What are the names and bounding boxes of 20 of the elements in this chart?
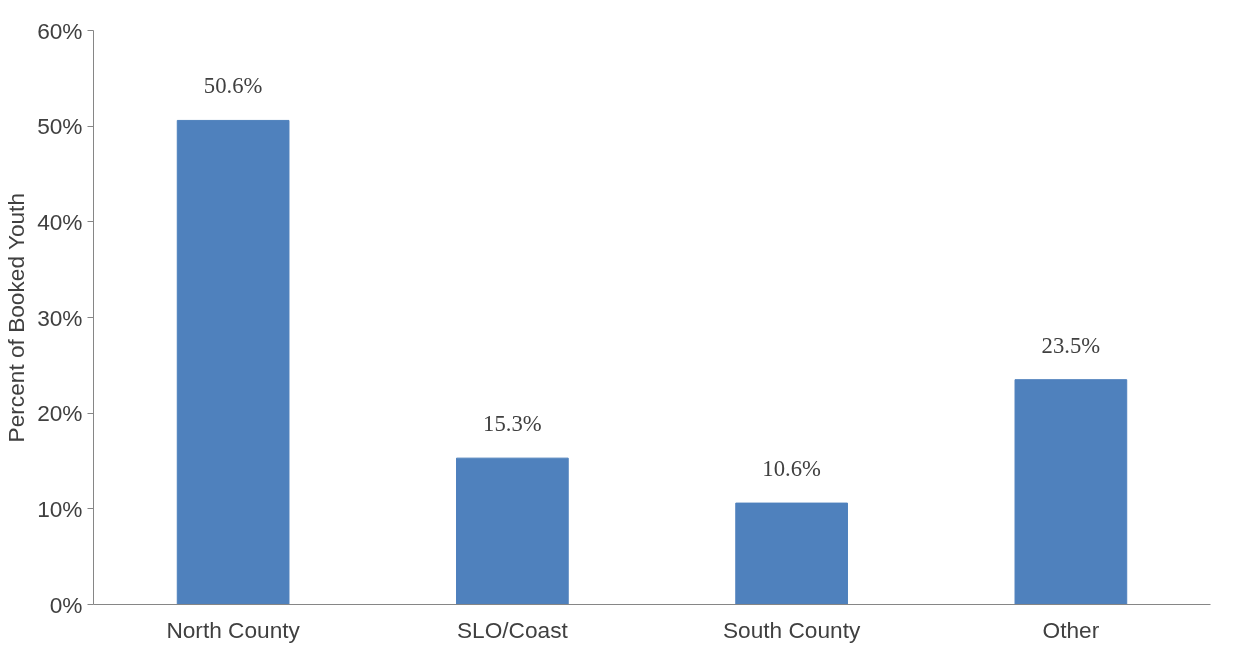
y-tick-label: 40% [37,208,83,235]
x-tick-label: South County [722,616,861,643]
y-tick-label: 0% [49,591,83,618]
bar [456,457,569,605]
y-axis-title: Percent of Booked Youth [3,192,30,443]
x-tick-label: North County [166,616,301,643]
y-tick-label: 30% [37,304,83,331]
data-label: 15.3% [483,411,542,437]
bar [735,502,848,605]
bar [176,119,290,605]
y-tick-label: 60% [37,17,83,44]
x-tick-label: Other [1042,616,1100,643]
data-label: 50.6% [203,73,263,99]
y-tick-label: 50% [37,113,83,140]
y-tick-label: 20% [37,400,83,427]
data-label: 23.5% [1041,332,1101,358]
bar [1014,379,1128,605]
data-label: 10.6% [762,456,822,482]
y-tick-label: 10% [37,495,83,522]
x-tick-label: SLO/Coast [456,616,569,643]
